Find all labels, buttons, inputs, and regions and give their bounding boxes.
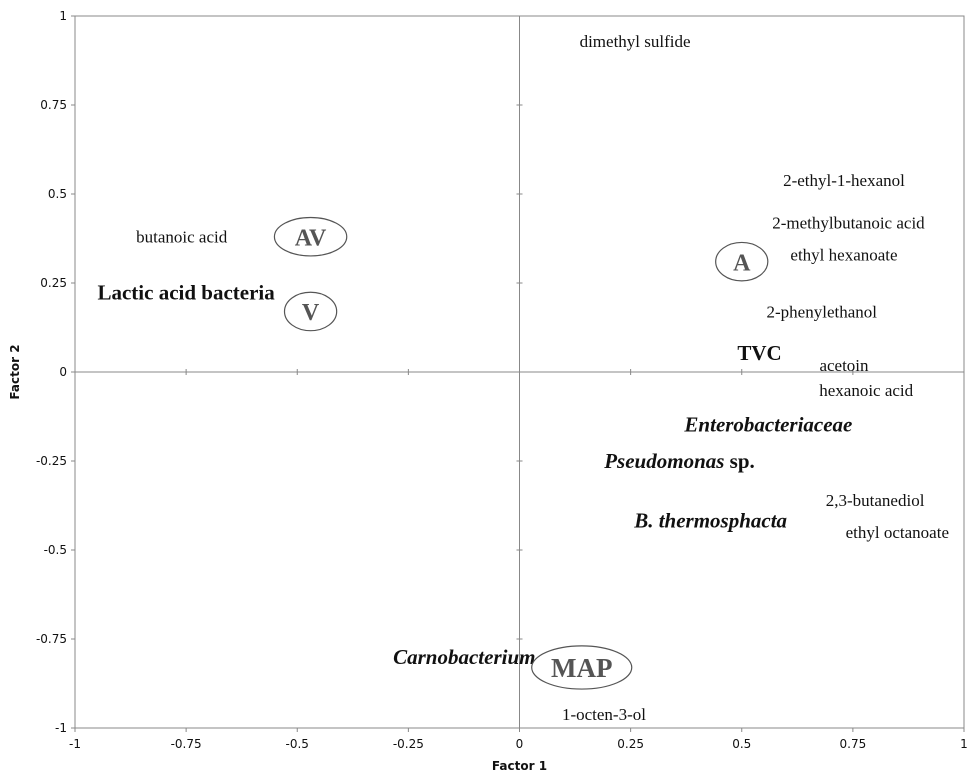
loading-label: 1-octen-3-ol (562, 705, 646, 724)
y-tick-label: -0.25 (36, 454, 67, 468)
loading-label: butanoic acid (136, 228, 228, 247)
loading-label: TVC (737, 341, 781, 365)
treatment-marker: MAP (532, 646, 632, 689)
y-tick-labels: 1 0.75 0.5 0.25 0 -0.25 -0.5 -0.75 -1 (36, 9, 67, 735)
y-tick-label: 0.25 (40, 276, 67, 290)
loading-label: 2-ethyl-1-hexanol (783, 171, 905, 190)
loading-label: 2-methylbutanoic acid (772, 213, 925, 232)
x-tick-label: -0.25 (393, 737, 424, 751)
x-tick-labels: -1 -0.75 -0.5 -0.25 0 0.25 0.5 0.75 1 (69, 737, 968, 751)
y-tick-label: 0.5 (48, 187, 67, 201)
y-tick-label: 0 (59, 365, 67, 379)
x-tick-label: 0 (516, 737, 524, 751)
x-tick-label: -0.5 (286, 737, 309, 751)
loading-label: ethyl octanoate (846, 523, 949, 542)
x-tick-label: 1 (960, 737, 968, 751)
treatment-label: A (733, 250, 751, 276)
treatment-label: V (302, 300, 320, 326)
loading-label: Pseudomonas sp. (603, 449, 755, 473)
loading-label: Enterobacteriaceae (683, 412, 852, 436)
loading-label: hexanoic acid (819, 381, 913, 400)
loading-label: 2-phenylethanol (767, 302, 878, 321)
x-tick-label: -0.75 (171, 737, 202, 751)
treatment-label: MAP (551, 653, 612, 683)
x-tick-label: 0.75 (840, 737, 867, 751)
y-tick-label: 1 (59, 9, 67, 23)
y-tick-label: -0.5 (44, 543, 67, 557)
y-axis-title: Factor 2 (8, 344, 22, 399)
treatment-marker: A (716, 242, 768, 280)
loading-labels: dimethyl sulfide 2-ethyl-1-hexanol 2-methy… (97, 32, 949, 724)
loading-label: 2,3-butanediol (826, 491, 925, 510)
loading-label-part: Pseudomonas (603, 449, 724, 473)
loading-label: Lactic acid bacteria (97, 281, 275, 305)
y-tick-label: 0.75 (40, 98, 67, 112)
x-tick-label: 0.5 (732, 737, 751, 751)
loading-label-part: sp. (724, 449, 754, 473)
treatment-label: AV (295, 225, 327, 251)
x-tick-label: 0.25 (617, 737, 644, 751)
loading-label: ethyl hexanoate (790, 246, 897, 265)
y-tick-label: -0.75 (36, 632, 67, 646)
x-tick-label: -1 (69, 737, 81, 751)
treatment-marker: V (285, 292, 337, 330)
x-axis-title: Factor 1 (492, 759, 547, 773)
loading-label: B. thermosphacta (633, 509, 787, 533)
loading-label: acetoin (819, 356, 869, 375)
loading-label-part: Carnobacterium (393, 645, 535, 669)
treatment-marker: AV (274, 218, 346, 256)
loading-label: dimethyl sulfide (580, 32, 691, 51)
y-tick-label: -1 (55, 721, 67, 735)
